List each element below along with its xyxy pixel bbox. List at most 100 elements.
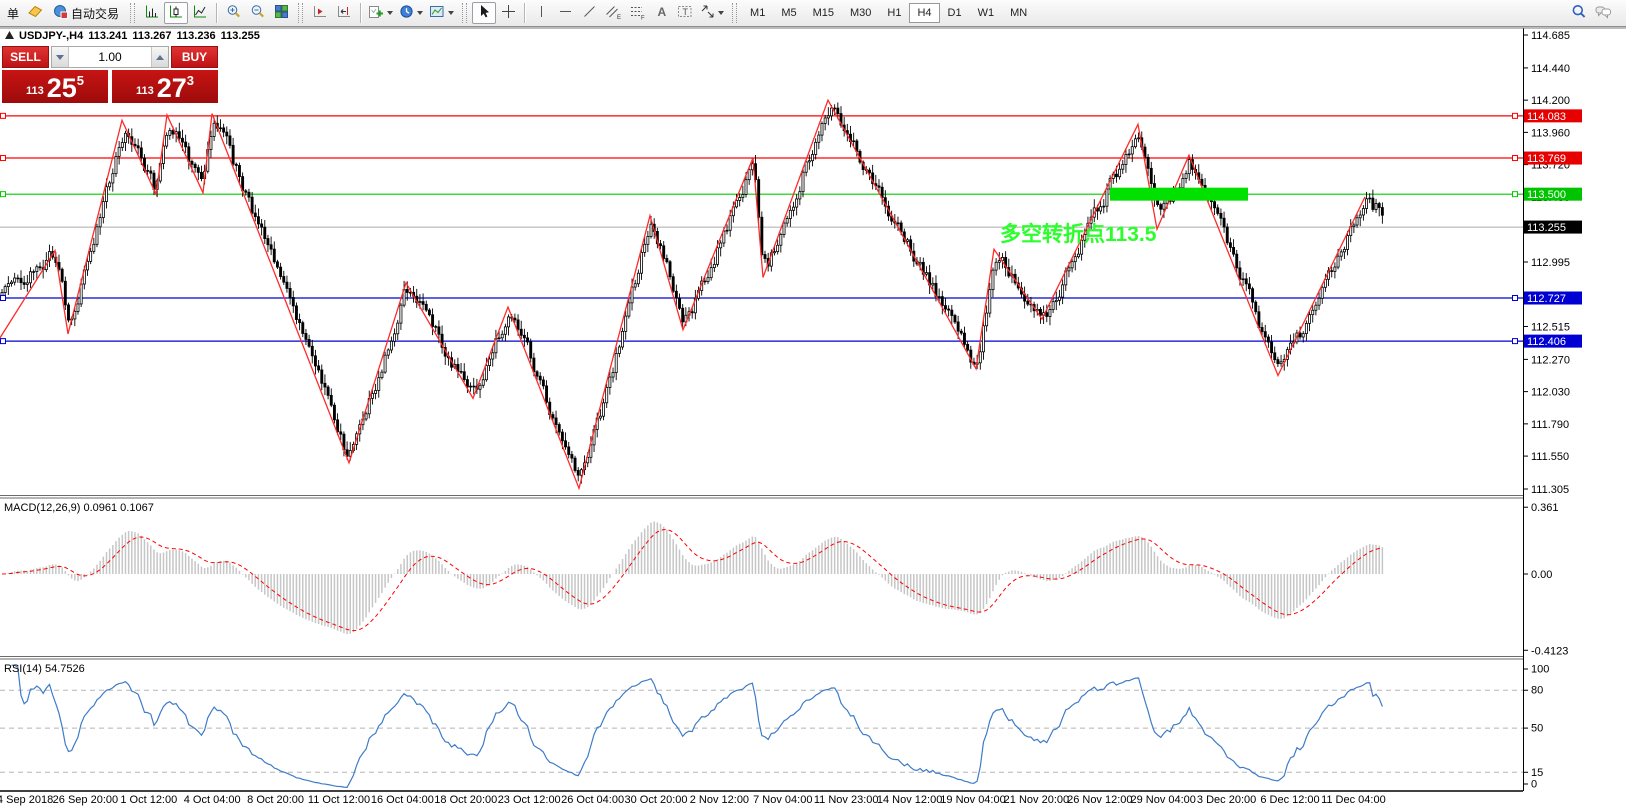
toolbar-grip — [298, 3, 304, 23]
dropdown-caret-icon — [417, 11, 424, 15]
volume-decrease-button[interactable] — [52, 47, 69, 67]
svg-text:18 Oct 20:00: 18 Oct 20:00 — [434, 794, 497, 806]
svg-text:21 Nov 20:00: 21 Nov 20:00 — [1004, 794, 1069, 806]
volume-increase-button[interactable] — [151, 47, 168, 67]
new-order-partial-label[interactable]: 单 — [7, 6, 20, 21]
svg-text:100: 100 — [1531, 664, 1549, 676]
equidistant-channel-icon: E — [605, 4, 621, 23]
label-button[interactable]: T — [673, 2, 697, 24]
timeframe-m30-button[interactable]: M30 — [842, 3, 879, 23]
timeframe-mn-button[interactable]: MN — [1002, 3, 1035, 23]
svg-text:0.361: 0.361 — [1531, 502, 1559, 514]
zoom-in-icon — [226, 4, 241, 22]
fibonacci-button[interactable]: F — [625, 2, 649, 24]
cursor-icon — [477, 4, 492, 22]
spinner-up-icon — [156, 54, 164, 60]
vertical-line-button[interactable] — [529, 2, 553, 24]
toolbar-separator — [524, 3, 526, 23]
templates-button[interactable] — [426, 2, 457, 24]
horizontal-line-button[interactable] — [553, 2, 577, 24]
spinner-down-icon — [56, 54, 64, 60]
main-toolbar: 单 自动交易 — [0, 0, 1626, 27]
zoom-out-button[interactable] — [245, 2, 269, 24]
text-button[interactable]: A — [649, 2, 673, 24]
line-endpoint-markers[interactable] — [0, 112, 1518, 345]
zoom-out-icon — [250, 4, 265, 22]
candlestick-chart-button[interactable] — [164, 2, 189, 24]
chart-shift-button[interactable] — [332, 2, 356, 24]
tile-windows-icon — [274, 4, 289, 22]
macd-panel — [1, 521, 1384, 635]
line-chart-button[interactable] — [188, 2, 212, 24]
price-axis[interactable]: 114.685114.440114.200113.960113.720113.4… — [1523, 28, 1626, 791]
crosshair-button[interactable] — [496, 2, 520, 24]
svg-text:113.255: 113.255 — [1527, 222, 1566, 234]
buy-price-pips: 27 — [156, 73, 187, 103]
one-click-trading-panel: SELL 1.00 BUY 113 25 5 113 27 3 — [2, 46, 218, 103]
timeframe-w1-button[interactable]: W1 — [970, 3, 1003, 23]
periods-button[interactable] — [396, 2, 426, 24]
new-order-button[interactable] — [23, 2, 47, 24]
horizontal-line-icon — [558, 4, 573, 22]
auto-scroll-button[interactable] — [308, 2, 332, 24]
timeframe-m5-button[interactable]: M5 — [773, 3, 804, 23]
ohlc-close: 113.255 — [220, 30, 260, 42]
channel-button[interactable]: E — [601, 2, 625, 24]
svg-text:0.00: 0.00 — [1531, 569, 1552, 581]
chat-icon — [1595, 4, 1612, 23]
svg-text:114.440: 114.440 — [1531, 63, 1570, 75]
autotrading-icon — [53, 4, 69, 22]
sell-button[interactable]: SELL — [2, 46, 49, 68]
svg-text:112.270: 112.270 — [1531, 354, 1570, 366]
zoom-in-button[interactable] — [221, 2, 245, 24]
search-icon — [1571, 4, 1587, 23]
volume-spinner: 1.00 — [51, 46, 169, 68]
svg-text:多空转折点113.5: 多空转折点113.5 — [1000, 222, 1157, 246]
buy-price-display[interactable]: 113 27 3 — [112, 70, 218, 103]
svg-text:113.500: 113.500 — [1527, 189, 1566, 201]
svg-text:111.790: 111.790 — [1531, 419, 1569, 431]
auto-scroll-icon — [312, 4, 328, 22]
arrows-button[interactable] — [697, 2, 727, 24]
svg-text:4 Oct 04:00: 4 Oct 04:00 — [184, 794, 241, 806]
new-order-icon — [27, 4, 43, 22]
buy-price-point: 3 — [186, 73, 195, 88]
timeframe-m15-button[interactable]: M15 — [805, 3, 842, 23]
bar-chart-button[interactable] — [140, 2, 164, 24]
panel-separators — [0, 495, 1626, 660]
timeframe-d1-button[interactable]: D1 — [940, 3, 970, 23]
trendline-button[interactable] — [577, 2, 601, 24]
timeframe-m1-button[interactable]: M1 — [742, 3, 773, 23]
svg-text:23 Oct 12:00: 23 Oct 12:00 — [498, 794, 561, 806]
svg-text:6 Dec 12:00: 6 Dec 12:00 — [1260, 794, 1319, 806]
chart-shift-icon — [336, 4, 352, 22]
toolbar-separator — [216, 3, 218, 23]
fibonacci-icon: F — [629, 4, 645, 23]
indicators-button[interactable] — [365, 2, 396, 24]
sell-price-display[interactable]: 113 25 5 — [2, 70, 108, 103]
svg-text:113.960: 113.960 — [1531, 127, 1570, 139]
timeframe-h1-button[interactable]: H1 — [879, 3, 909, 23]
svg-text:16 Oct 04:00: 16 Oct 04:00 — [371, 794, 434, 806]
tile-windows-button[interactable] — [269, 2, 293, 24]
toolbar-separator — [360, 3, 362, 23]
ohlc-low: 113.236 — [176, 30, 216, 42]
svg-text:112.995: 112.995 — [1531, 257, 1570, 269]
chat-button[interactable] — [1591, 2, 1615, 24]
crosshair-icon — [501, 4, 516, 22]
buy-button[interactable]: BUY — [171, 46, 218, 68]
svg-text:F: F — [641, 15, 645, 20]
dropdown-caret-icon — [718, 11, 725, 15]
dropdown-caret-icon — [387, 11, 394, 15]
bar-chart-icon — [144, 4, 160, 22]
timeframe-h4-button[interactable]: H4 — [909, 3, 940, 23]
cursor-button[interactable] — [472, 2, 497, 24]
search-button[interactable] — [1567, 2, 1591, 24]
autotrading-button[interactable]: 自动交易 — [47, 2, 125, 24]
text-label-icon: T — [677, 4, 693, 22]
candles-layer — [0, 102, 1384, 484]
symbol-name: USDJPY-,H4 — [19, 30, 84, 42]
volume-value[interactable]: 1.00 — [98, 50, 122, 64]
